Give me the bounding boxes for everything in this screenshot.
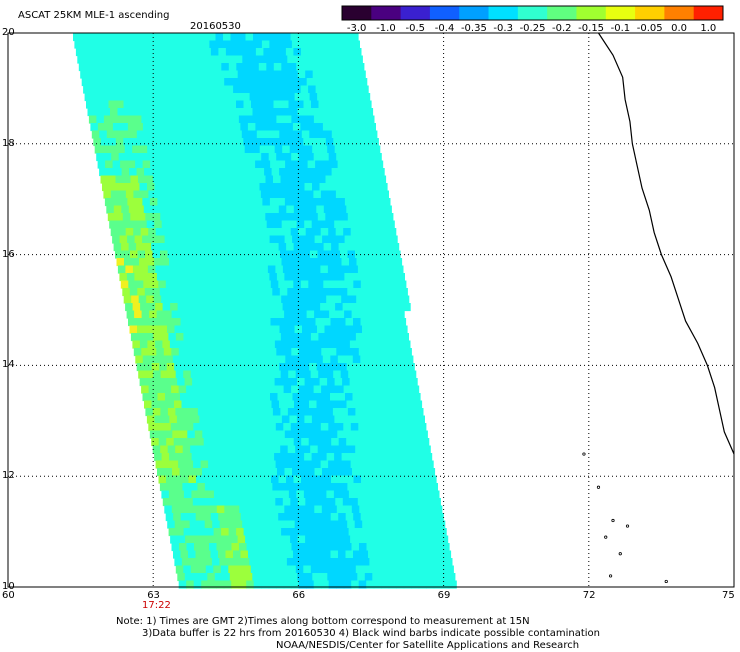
x-tick-label: 63: [147, 590, 160, 601]
note-line-2: 3)Data buffer is 22 hrs from 20160530 4)…: [142, 628, 600, 639]
map-title: ASCAT 25KM MLE-1 ascending: [18, 10, 170, 21]
y-tick-label: 10: [2, 581, 15, 592]
x-tick-label: 60: [2, 590, 15, 601]
map-frame: [7, 32, 735, 588]
time-label: 17:22: [142, 600, 171, 611]
y-tick-label: 14: [2, 359, 15, 371]
y-tick-label: 20: [2, 27, 15, 38]
colorbar: [341, 5, 724, 21]
colorbar-label: -0.25: [519, 23, 546, 34]
colorbar-label: -0.35: [460, 23, 487, 34]
map-grid: [8, 33, 734, 587]
x-tick-label: 72: [582, 590, 596, 601]
y-tick-label: 18: [2, 137, 15, 149]
colorbar-label: -0.2: [552, 23, 572, 34]
y-tick-label: 12: [2, 470, 15, 482]
map-date: 20160530: [190, 21, 241, 32]
x-tick-label: 75: [722, 590, 735, 601]
colorbar-label: -0.1: [610, 23, 631, 34]
colorbar-label: 1.0: [700, 23, 717, 34]
colorbar-label: -0.05: [636, 23, 663, 34]
coastline: [582, 32, 735, 584]
note-line-1: Note: 1) Times are GMT 2)Times along bot…: [116, 616, 530, 627]
colorbar-label: -3.0: [346, 23, 367, 34]
x-tick-label: 66: [292, 590, 306, 601]
x-tick-label: 69: [437, 590, 451, 601]
colorbar-label: -1.0: [376, 23, 396, 34]
scatterometer-swath: [73, 33, 457, 589]
colorbar-label: 0.0: [671, 23, 687, 34]
colorbar-label: -0.4: [434, 23, 455, 34]
colorbar-label: -0.15: [578, 23, 605, 34]
colorbar-label: -0.5: [405, 23, 426, 34]
colorbar-label: -0.3: [493, 23, 513, 34]
y-tick-label: 16: [2, 248, 15, 260]
note-line-3: NOAA/NESDIS/Center for Satellite Applica…: [276, 640, 580, 651]
